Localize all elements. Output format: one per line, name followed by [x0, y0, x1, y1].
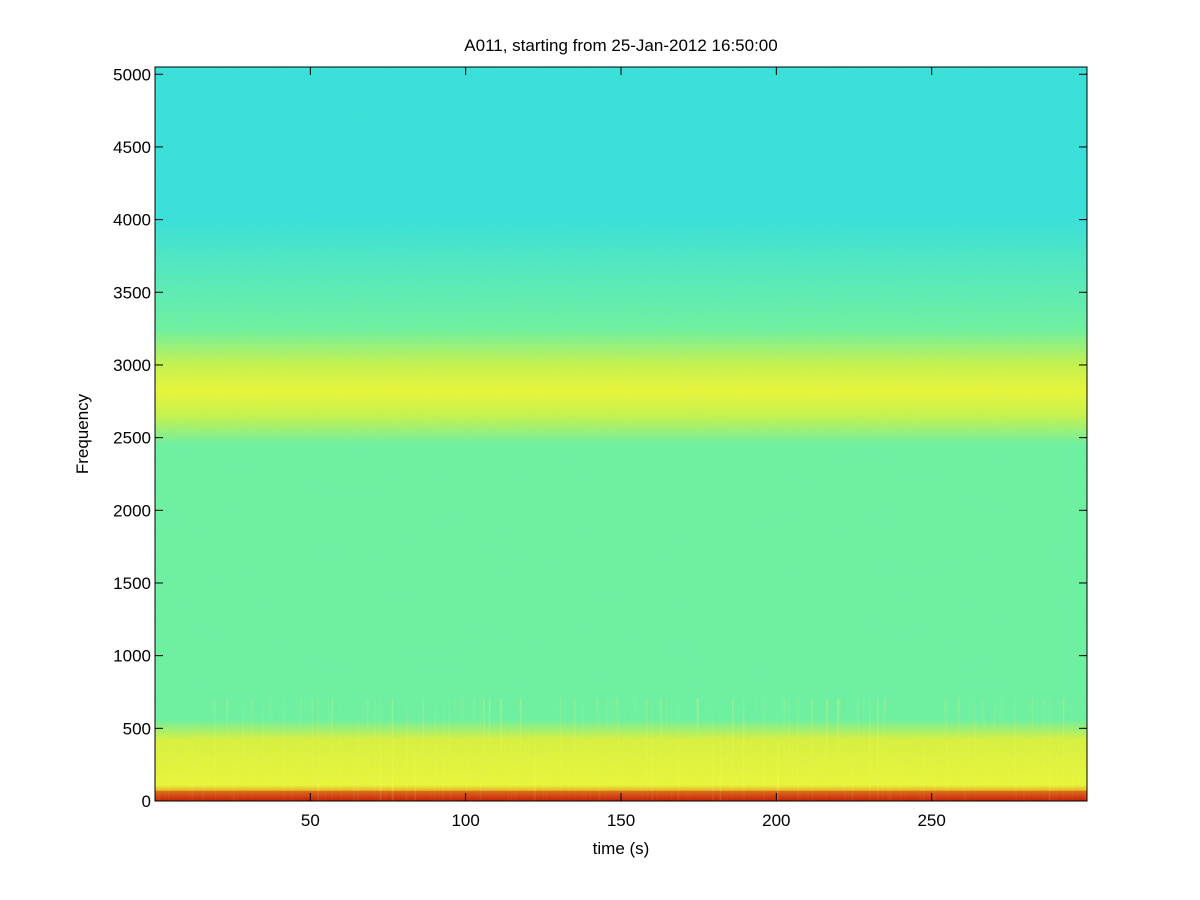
x-tick-label: 100 [451, 811, 479, 830]
y-tick-label: 1000 [113, 647, 151, 666]
x-tick-label: 50 [301, 811, 320, 830]
y-axis: 0 500 1000 1500 2000 2500 3000 3500 4000 4500 5000 [113, 65, 1087, 811]
y-tick-label: 2000 [113, 501, 151, 520]
y-tick-label: 0 [142, 792, 151, 811]
y-tick-label: 4500 [113, 138, 151, 157]
y-tick-label: 5000 [113, 65, 151, 84]
y-tick-label: 3000 [113, 356, 151, 375]
chart-title: A011, starting from 25-Jan-2012 16:50:00 [464, 36, 777, 55]
spectrogram-image [155, 67, 1087, 801]
x-tick-label: 150 [607, 811, 635, 830]
noise-speckle [155, 67, 1087, 801]
y-tick-label: 500 [123, 719, 151, 738]
x-tick-label: 200 [762, 811, 790, 830]
x-tick-label: 250 [917, 811, 945, 830]
y-axis-title: Frequency [73, 393, 92, 474]
x-axis-title: time (s) [593, 839, 650, 858]
y-tick-label: 2500 [113, 429, 151, 448]
y-tick-label: 1500 [113, 574, 151, 593]
y-tick-label: 3500 [113, 283, 151, 302]
y-tick-label: 4000 [113, 211, 151, 230]
x-axis: 50 100 150 200 250 [301, 67, 946, 830]
